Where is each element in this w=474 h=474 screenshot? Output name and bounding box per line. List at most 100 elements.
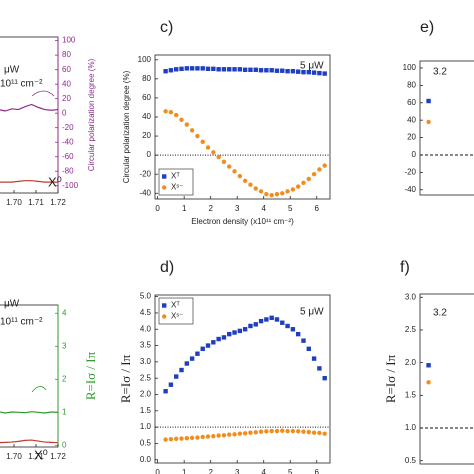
data-point	[179, 436, 184, 441]
data-point	[184, 122, 190, 127]
x-tick-label: 1.70	[6, 452, 22, 461]
y-tick-label: 3	[62, 341, 67, 350]
y-tick-label: 100	[403, 63, 417, 72]
data-point	[269, 315, 274, 321]
data-point	[242, 431, 248, 436]
annotation: 10¹¹ cm⁻²	[0, 317, 43, 328]
annotation: 10¹¹ cm⁻²	[0, 79, 43, 90]
data-point	[322, 375, 327, 381]
data-point	[306, 346, 311, 352]
data-point	[205, 145, 211, 150]
y-tick-label: 60	[142, 93, 151, 102]
annotation: X⁰	[34, 447, 48, 462]
data-point	[301, 338, 306, 343]
y-tick-label: -40	[62, 137, 74, 146]
x-axis-label: Electron density (x10¹¹ cm⁻²)	[191, 217, 294, 226]
y-axis-label: R=Iσ / Iπ	[83, 351, 98, 400]
data-point	[248, 67, 253, 72]
data-point	[232, 432, 237, 437]
y-tick-label: 100	[62, 36, 76, 45]
y-tick-label: 3.0	[405, 292, 417, 301]
y-tick-label: 0	[62, 108, 67, 117]
data-point	[269, 428, 274, 434]
data-point	[216, 433, 221, 438]
legend-label: Xˢ⁻	[171, 183, 183, 192]
legend-marker	[162, 303, 167, 308]
annotation: μW	[4, 65, 20, 76]
data-line	[0, 103, 59, 112]
data-point	[253, 430, 258, 435]
data-point	[200, 66, 205, 71]
data-point	[232, 169, 237, 174]
annotation: 3.2	[433, 308, 447, 319]
data-point	[221, 67, 227, 72]
y-tick-label: 2.5	[140, 373, 152, 382]
x-tick-label: 0	[155, 204, 160, 213]
data-point	[248, 323, 253, 329]
data-point	[195, 435, 200, 440]
x-tick-label: 6	[315, 204, 320, 213]
data-point	[290, 69, 296, 74]
y-tick-label: -80	[62, 166, 74, 175]
plot-frame	[154, 294, 331, 464]
x-tick-label: 4	[261, 468, 266, 474]
y-tick-label: 80	[142, 74, 151, 83]
data-point	[189, 356, 195, 361]
data-point	[295, 331, 301, 337]
y-tick-label: -40	[404, 185, 416, 194]
data-point	[211, 66, 216, 72]
y-tick-label: 2.0	[140, 390, 152, 399]
data-point	[322, 163, 327, 168]
data-point	[242, 178, 248, 184]
data-point	[285, 428, 290, 434]
data-point	[258, 189, 264, 194]
panel-label: e)	[420, 19, 434, 36]
y-tick-label: -20	[404, 167, 416, 176]
y-tick-label: 100	[138, 55, 152, 64]
data-point	[211, 340, 216, 345]
y-axis-label: Circular polarization degree (%)	[122, 70, 131, 183]
y-tick-label: 1.5	[405, 390, 417, 399]
data-point	[189, 435, 195, 441]
data-point	[290, 428, 296, 434]
data-point	[274, 317, 280, 322]
data-point	[264, 317, 269, 322]
legend-label: Xᵀ	[171, 172, 180, 181]
y-tick-label: 1	[62, 407, 67, 416]
data-point	[295, 429, 301, 434]
data-line	[0, 411, 59, 414]
x-tick-label: 3	[235, 204, 240, 213]
data-point	[253, 322, 258, 327]
data-point	[168, 68, 174, 73]
y-tick-label: -20	[62, 123, 74, 132]
y-tick-label: 4.0	[140, 324, 152, 333]
x-tick-label: 2	[208, 468, 213, 474]
data-point	[290, 187, 296, 192]
data-point	[317, 70, 322, 76]
data-point	[168, 436, 174, 442]
data-point	[269, 68, 274, 73]
data-point	[280, 428, 285, 433]
data-point	[189, 66, 195, 71]
data-point	[242, 67, 248, 72]
x-tick-label: 2	[208, 204, 213, 213]
y-tick-label: -40	[139, 188, 151, 197]
data-point	[205, 343, 211, 348]
y-tick-label: 0	[412, 150, 417, 159]
data-point	[295, 69, 301, 74]
data-point	[280, 191, 285, 196]
data-point	[184, 66, 190, 71]
data-point	[285, 69, 290, 74]
data-point	[168, 110, 174, 115]
data-point	[311, 430, 317, 435]
y-tick-label: 0	[147, 150, 152, 159]
data-line	[0, 439, 59, 444]
y-tick-label: 1.0	[405, 423, 417, 432]
data-point	[237, 431, 243, 436]
data-point	[179, 66, 184, 72]
y-tick-label: 0.5	[140, 439, 152, 448]
data-point	[216, 67, 221, 72]
x-tick-label: 1	[182, 204, 187, 213]
y-tick-label: 4.5	[140, 308, 152, 317]
